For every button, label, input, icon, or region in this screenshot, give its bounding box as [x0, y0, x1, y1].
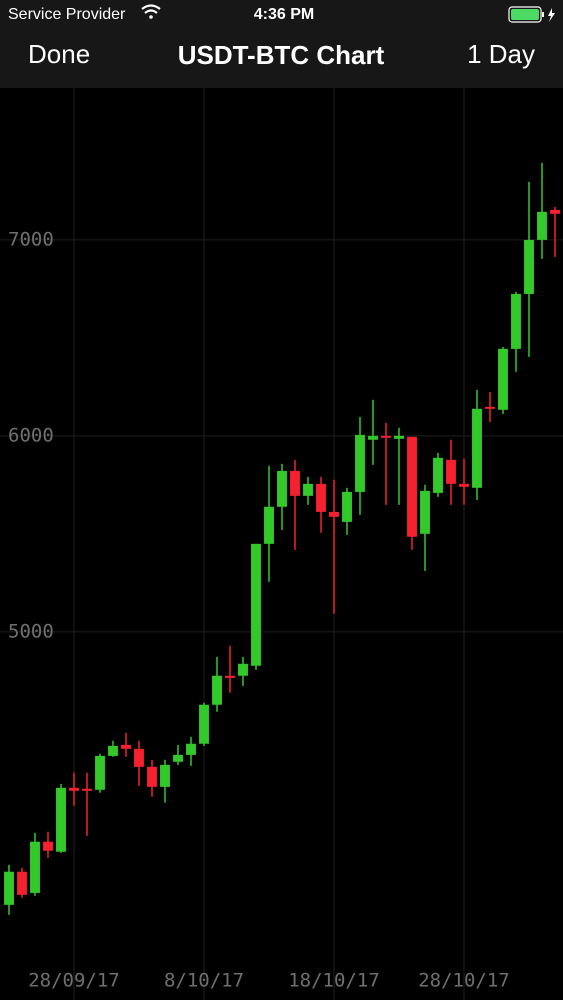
candle-body: [381, 435, 391, 438]
candle-body: [121, 744, 131, 749]
candle-body: [303, 483, 313, 496]
candle-body: [550, 209, 560, 214]
wifi-icon: [141, 4, 161, 19]
x-tick-label: 18/10/17: [288, 970, 380, 992]
candle-body: [160, 764, 170, 787]
done-button[interactable]: Done: [28, 39, 90, 69]
candle-body: [433, 457, 443, 493]
battery-icon: [508, 6, 555, 23]
x-tick-label: 28/10/17: [418, 970, 510, 992]
candle-body: [498, 348, 508, 410]
candle-body: [485, 406, 495, 409]
candle-body: [95, 755, 105, 790]
candle-body: [446, 459, 456, 484]
candle-body: [420, 490, 430, 534]
candle-body: [238, 663, 248, 676]
candle-body: [199, 704, 209, 744]
candle-body: [407, 436, 417, 537]
candle-body: [56, 787, 66, 852]
candle-body: [394, 435, 404, 439]
candle-body: [368, 435, 378, 440]
y-tick-label: 6000: [8, 424, 54, 446]
candle-body: [459, 483, 469, 487]
candle-body: [108, 745, 118, 756]
candle-body: [82, 788, 92, 791]
candle-body: [30, 841, 40, 893]
candle-body: [264, 506, 274, 544]
carrier: Service Provider: [8, 6, 126, 23]
candle-body: [251, 543, 261, 666]
candle-body: [277, 470, 287, 507]
candle-body: [511, 293, 521, 349]
candle-body: [43, 841, 53, 851]
candle-body: [472, 408, 482, 488]
candle-body: [186, 743, 196, 755]
candle-body: [316, 483, 326, 512]
y-tick-label: 7000: [8, 228, 54, 250]
candle-body: [355, 434, 365, 492]
candle-body: [212, 675, 222, 705]
y-tick-label: 5000: [8, 620, 54, 642]
candle-body: [537, 211, 547, 240]
x-tick-label: 8/10/17: [164, 970, 244, 992]
clock: 4:36 PM: [254, 6, 314, 23]
interval-button[interactable]: 1 Day: [467, 39, 535, 69]
header-bg: [0, 0, 563, 88]
candle-body: [225, 675, 235, 678]
candle-body: [69, 787, 79, 791]
candle-body: [329, 511, 339, 517]
candle-body: [342, 491, 352, 522]
candle-body: [173, 754, 183, 762]
candle-body: [147, 766, 157, 787]
candle-body: [17, 871, 27, 895]
x-tick-label: 28/09/17: [28, 970, 120, 992]
nav-title: USDT-BTC Chart: [178, 40, 385, 70]
candle-body: [290, 470, 300, 496]
candle-body: [134, 748, 144, 767]
candle-body: [4, 871, 14, 905]
candle-body: [524, 239, 534, 294]
